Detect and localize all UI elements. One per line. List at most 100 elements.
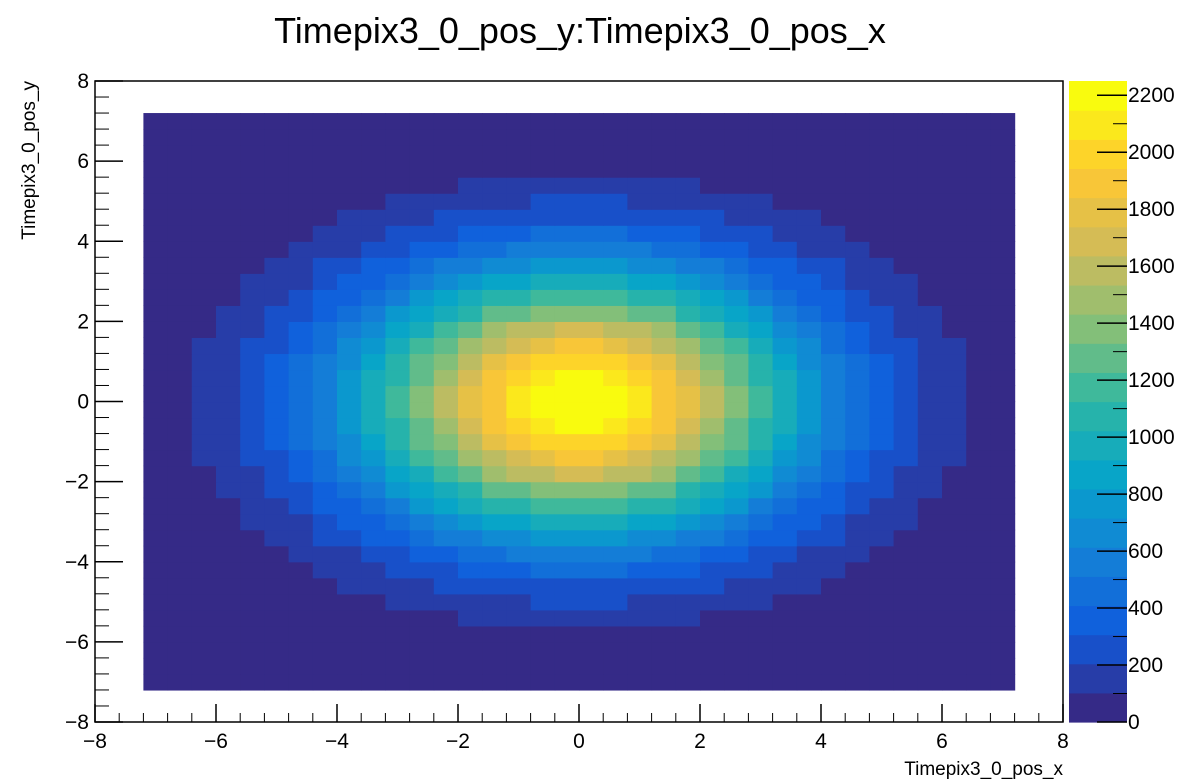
heatmap-cell — [530, 289, 556, 306]
heatmap-cell — [796, 225, 822, 242]
x-tick-label: 6 — [936, 730, 948, 753]
heatmap-cell — [433, 561, 459, 579]
heatmap-cell — [603, 225, 628, 242]
heatmap-cell — [458, 481, 483, 499]
heatmap-cell — [482, 225, 507, 242]
heatmap-cell — [748, 641, 774, 659]
heatmap-cell — [845, 545, 870, 563]
heatmap-cell — [724, 177, 749, 194]
heatmap-cell — [772, 481, 798, 499]
heatmap-cell — [143, 657, 169, 675]
heatmap-cell — [433, 241, 459, 258]
heatmap-cell — [482, 593, 507, 611]
heatmap-cell — [748, 593, 774, 611]
heatmap-cell — [191, 657, 217, 675]
heatmap-cell — [361, 529, 386, 547]
heatmap-cell — [264, 241, 290, 258]
heatmap-cell — [530, 385, 556, 403]
heatmap-cell — [385, 561, 411, 579]
heatmap-cell — [772, 337, 798, 355]
heatmap-cell — [458, 241, 483, 258]
heatmap-cell — [917, 561, 943, 579]
colorbar-band — [1069, 284, 1127, 315]
heatmap-cell — [700, 449, 725, 467]
heatmap-cell — [869, 673, 895, 691]
heatmap-cell — [748, 129, 774, 146]
heatmap-cell — [579, 161, 604, 178]
heatmap-cell — [530, 641, 556, 659]
heatmap-cell — [772, 289, 798, 306]
heatmap-cell — [942, 449, 967, 467]
heatmap-cell — [482, 625, 507, 643]
heatmap-cell — [264, 625, 290, 643]
heatmap-cell — [772, 609, 798, 627]
heatmap-cell — [530, 673, 556, 691]
heatmap-cell — [433, 145, 459, 162]
heatmap-cell — [191, 481, 217, 499]
heatmap-cell — [796, 321, 822, 338]
heatmap-cell — [700, 561, 725, 579]
heatmap-cell — [288, 273, 314, 290]
heatmap-cell — [966, 113, 991, 130]
heatmap-cell — [700, 641, 725, 659]
heatmap-cell — [458, 193, 483, 210]
heatmap-cell — [337, 241, 362, 258]
heatmap-cell — [700, 225, 725, 242]
heatmap-cell — [748, 145, 774, 162]
heatmap-cell — [506, 193, 532, 210]
heatmap-cell — [869, 353, 895, 371]
heatmap-cell — [143, 113, 169, 130]
heatmap-cell — [821, 401, 846, 419]
heatmap-cell — [167, 465, 193, 483]
heatmap-cell — [506, 369, 532, 387]
heatmap-cell — [675, 625, 701, 643]
heatmap-cell — [361, 225, 386, 242]
heatmap-cell — [627, 401, 653, 419]
heatmap-cell — [385, 145, 411, 162]
heatmap-cell — [603, 481, 628, 499]
heatmap-cell — [288, 609, 314, 627]
heatmap-cell — [845, 433, 870, 451]
heatmap-cell — [458, 273, 483, 290]
heatmap-cell — [264, 145, 290, 162]
heatmap-cell — [869, 465, 895, 483]
heatmap-cell — [627, 305, 653, 322]
heatmap-cell — [288, 513, 314, 531]
heatmap-cell — [143, 161, 169, 178]
heatmap-cell — [821, 529, 846, 547]
colorbar-tick-label: 1200 — [1128, 369, 1175, 392]
heatmap-cell — [530, 209, 556, 226]
heatmap-cell — [143, 385, 169, 403]
heatmap-cell — [433, 209, 459, 226]
heatmap-cell — [264, 481, 290, 499]
heatmap-cell — [748, 465, 774, 483]
heatmap-cell — [312, 497, 338, 515]
heatmap-cell — [627, 641, 653, 659]
heatmap-cell — [579, 545, 604, 563]
heatmap-cell — [942, 513, 967, 531]
heatmap-cell — [191, 593, 217, 611]
heatmap-cell — [433, 593, 459, 611]
colorbar-band — [1069, 255, 1127, 286]
heatmap-cell — [917, 369, 943, 387]
heatmap-cell — [385, 193, 411, 210]
heatmap-cell — [482, 673, 507, 691]
heatmap-cell — [240, 481, 265, 499]
heatmap-cell — [385, 337, 411, 355]
heatmap-cell — [216, 593, 241, 611]
heatmap-cell — [312, 433, 338, 451]
heatmap-cell — [191, 337, 217, 355]
heatmap-cell — [700, 257, 725, 274]
heatmap-cell — [385, 241, 411, 258]
heatmap-cell — [893, 225, 919, 242]
heatmap-cell — [312, 225, 338, 242]
colorbar-tick-label: 200 — [1128, 654, 1163, 677]
heatmap-cell — [312, 209, 338, 226]
heatmap-cell — [337, 609, 362, 627]
heatmap-cell — [385, 289, 411, 306]
heatmap-cell — [579, 497, 604, 515]
heatmap-cell — [240, 577, 265, 595]
heatmap-cell — [264, 385, 290, 403]
heatmap-cell — [917, 529, 943, 547]
heatmap-cell — [288, 289, 314, 306]
